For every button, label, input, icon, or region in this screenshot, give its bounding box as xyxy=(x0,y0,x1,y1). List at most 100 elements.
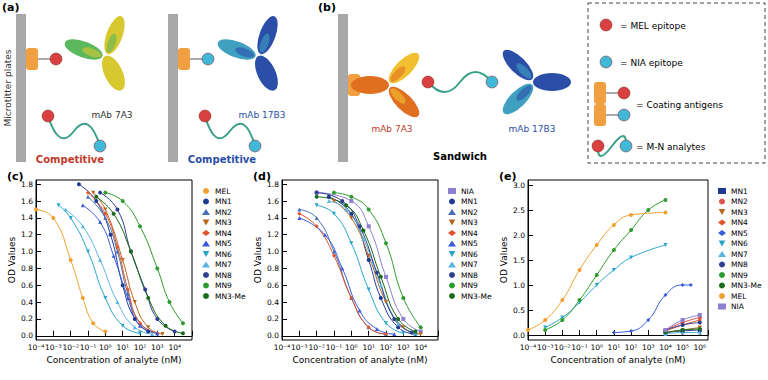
svg-text:MEL: MEL xyxy=(215,187,231,196)
svg-text:10⁻⁴: 10⁻⁴ xyxy=(520,343,537,352)
svg-text:10⁻³: 10⁻³ xyxy=(45,343,62,352)
svg-text:MN7: MN7 xyxy=(215,260,232,269)
svg-text:NIA: NIA xyxy=(731,302,745,311)
svg-text:MN9: MN9 xyxy=(461,281,478,290)
svg-text:10⁻⁴: 10⁻⁴ xyxy=(274,343,291,352)
svg-text:MN8: MN8 xyxy=(215,271,232,280)
svg-text:MN7: MN7 xyxy=(461,260,478,269)
svg-text:10⁰: 10⁰ xyxy=(590,343,603,352)
svg-text:0.2: 0.2 xyxy=(21,314,33,323)
svg-text:10³: 10³ xyxy=(151,343,164,352)
svg-text:0.5: 0.5 xyxy=(513,306,525,315)
svg-text:MN3: MN3 xyxy=(461,218,478,227)
svg-text:10⁻³: 10⁻³ xyxy=(291,343,308,352)
svg-text:1.0: 1.0 xyxy=(267,247,279,256)
svg-text:10⁴: 10⁴ xyxy=(414,343,427,352)
svg-text:MN5: MN5 xyxy=(461,239,478,248)
svg-text:10⁻³: 10⁻³ xyxy=(537,343,554,352)
svg-text:10⁰: 10⁰ xyxy=(99,343,112,352)
svg-text:0.2: 0.2 xyxy=(267,314,279,323)
svg-text:1.5: 1.5 xyxy=(513,256,525,265)
svg-text:MN6: MN6 xyxy=(731,239,748,248)
svg-text:1.6: 1.6 xyxy=(21,197,33,206)
svg-text:0.8: 0.8 xyxy=(267,264,279,273)
svg-text:mAb 7A3: mAb 7A3 xyxy=(91,110,132,120)
svg-text:MN8: MN8 xyxy=(461,271,478,280)
svg-text:1.4: 1.4 xyxy=(267,213,279,222)
svg-text:MN2: MN2 xyxy=(215,208,232,217)
svg-text:MN4: MN4 xyxy=(215,229,232,238)
svg-text:OD Values: OD Values xyxy=(499,237,509,284)
svg-text:Sandwich: Sandwich xyxy=(433,151,487,162)
svg-text:mAb 7A3: mAb 7A3 xyxy=(371,124,412,134)
svg-text:mAb 17B3: mAb 17B3 xyxy=(239,110,286,120)
svg-text:0.4: 0.4 xyxy=(267,298,279,307)
svg-text:0.0: 0.0 xyxy=(21,331,33,340)
svg-text:(c): (c) xyxy=(7,170,24,183)
svg-text:10⁻²: 10⁻² xyxy=(308,343,325,352)
svg-text:1.2: 1.2 xyxy=(267,230,279,239)
svg-text:MN9: MN9 xyxy=(731,271,748,280)
svg-text:MN2: MN2 xyxy=(461,208,478,217)
svg-text:10²: 10² xyxy=(380,343,393,352)
svg-text:10¹: 10¹ xyxy=(116,343,129,352)
svg-text:0.0: 0.0 xyxy=(267,331,279,340)
svg-text:0.6: 0.6 xyxy=(21,281,33,290)
svg-text:MN3-Me: MN3-Me xyxy=(215,292,246,301)
svg-text:10⁻⁴: 10⁻⁴ xyxy=(28,343,45,352)
svg-text:Microtitter plates: Microtitter plates xyxy=(3,49,13,126)
svg-text:0.6: 0.6 xyxy=(267,281,279,290)
svg-text:Competitive: Competitive xyxy=(36,154,105,165)
svg-text:MN4: MN4 xyxy=(461,229,478,238)
svg-text:10³: 10³ xyxy=(642,343,655,352)
svg-text:10⁻¹: 10⁻¹ xyxy=(571,343,588,352)
svg-text:MN3-Me: MN3-Me xyxy=(731,281,762,290)
svg-text:1.2: 1.2 xyxy=(21,230,33,239)
svg-text:MN6: MN6 xyxy=(461,250,478,259)
svg-text:1.6: 1.6 xyxy=(267,197,279,206)
svg-text:MN7: MN7 xyxy=(731,250,748,259)
svg-text:MN6: MN6 xyxy=(215,250,232,259)
svg-text:1.4: 1.4 xyxy=(21,213,33,222)
svg-text:Concentration of analyte (nM): Concentration of analyte (nM) xyxy=(292,355,427,365)
svg-text:10⁵: 10⁵ xyxy=(676,343,689,352)
svg-text:10⁴: 10⁴ xyxy=(168,343,181,352)
svg-text:= Coating antigens: = Coating antigens xyxy=(636,100,723,110)
svg-text:10⁰: 10⁰ xyxy=(345,343,358,352)
svg-text:2.0: 2.0 xyxy=(513,231,525,240)
svg-text:OD Values: OD Values xyxy=(7,237,17,284)
svg-text:1.0: 1.0 xyxy=(513,281,525,290)
svg-text:2.5: 2.5 xyxy=(513,206,525,215)
svg-text:10⁻¹: 10⁻¹ xyxy=(80,343,97,352)
svg-text:MN1: MN1 xyxy=(215,197,232,206)
svg-text:10²: 10² xyxy=(625,343,638,352)
svg-text:NIA: NIA xyxy=(461,187,475,196)
svg-text:10¹: 10¹ xyxy=(362,343,375,352)
svg-text:10³: 10³ xyxy=(397,343,410,352)
svg-text:(d): (d) xyxy=(253,170,271,183)
svg-text:= NIA epitope: = NIA epitope xyxy=(620,58,683,68)
svg-text:mAb 17B3: mAb 17B3 xyxy=(509,124,556,134)
svg-text:10⁻²: 10⁻² xyxy=(62,343,79,352)
svg-text:(e): (e) xyxy=(499,170,517,183)
svg-text:10⁶: 10⁶ xyxy=(694,343,707,352)
svg-text:10²: 10² xyxy=(134,343,147,352)
svg-text:MN3: MN3 xyxy=(215,218,232,227)
svg-text:(a): (a) xyxy=(2,1,19,14)
svg-text:MN3-Me: MN3-Me xyxy=(461,292,492,301)
svg-text:0.8: 0.8 xyxy=(21,264,33,273)
svg-text:10⁻²: 10⁻² xyxy=(554,343,571,352)
svg-text:0.4: 0.4 xyxy=(21,298,33,307)
svg-text:MN3: MN3 xyxy=(731,208,748,217)
svg-text:Concentration of analyte (nM): Concentration of analyte (nM) xyxy=(46,355,181,365)
svg-text:MN1: MN1 xyxy=(731,187,748,196)
svg-text:10⁻¹: 10⁻¹ xyxy=(326,343,343,352)
svg-text:MN5: MN5 xyxy=(215,239,232,248)
svg-text:= M-N analytes: = M-N analytes xyxy=(636,142,706,152)
svg-text:OD Values: OD Values xyxy=(253,237,263,284)
svg-text:10⁴: 10⁴ xyxy=(659,343,672,352)
svg-text:MN2: MN2 xyxy=(731,197,748,206)
svg-text:Competitive: Competitive xyxy=(188,154,257,165)
svg-text:0.0: 0.0 xyxy=(513,331,525,340)
svg-text:(b): (b) xyxy=(318,1,336,14)
